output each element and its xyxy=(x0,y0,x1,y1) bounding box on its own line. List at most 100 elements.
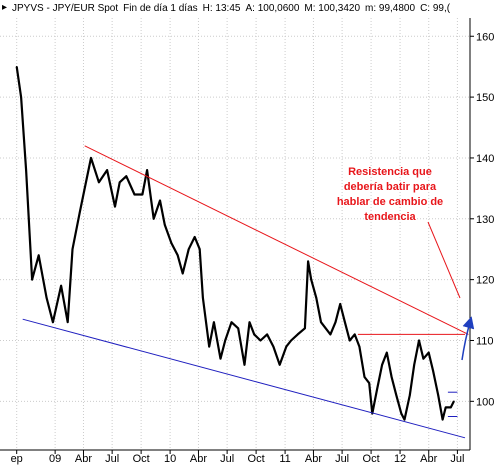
price-point xyxy=(237,327,239,330)
price-point xyxy=(213,321,215,324)
price-point xyxy=(453,400,455,403)
close-value: C: 99,( xyxy=(420,3,451,14)
price-point xyxy=(78,211,81,214)
price-point xyxy=(348,339,351,342)
chart-info-text: JPYVS - JPY/EUR Spot Fin de día 1 días H: … xyxy=(12,3,455,14)
price-point xyxy=(133,193,136,196)
price-point xyxy=(118,181,121,184)
chart-menu-icon[interactable]: ▸ xyxy=(2,2,8,13)
price-point xyxy=(208,345,210,348)
price-point xyxy=(219,357,222,360)
price-point xyxy=(106,169,108,171)
x-tick-label: Oct xyxy=(133,453,150,465)
price-point xyxy=(307,260,309,263)
annotation-line-3: hablar de cambio de xyxy=(337,196,443,208)
x-tick-label: Jul xyxy=(450,453,464,465)
price-point xyxy=(432,370,434,372)
price-point xyxy=(339,303,342,305)
period-label: Fin de día 1 días xyxy=(123,3,198,14)
time-label: H: 13:45 xyxy=(202,3,241,14)
price-point xyxy=(334,321,337,324)
price-point xyxy=(418,339,420,342)
price-point xyxy=(146,169,148,171)
y-tick-label: 120 xyxy=(476,275,494,287)
y-tick-label: 150 xyxy=(476,92,494,104)
price-point xyxy=(310,278,313,281)
price-point xyxy=(187,248,190,250)
price-point xyxy=(248,321,251,324)
price-point xyxy=(253,333,255,336)
projection-arrow xyxy=(461,316,475,361)
price-point xyxy=(324,327,327,330)
price-point xyxy=(413,364,416,366)
price-point xyxy=(71,248,74,250)
price-point xyxy=(83,187,86,190)
price-point xyxy=(409,394,411,397)
y-tick-label: 140 xyxy=(476,153,494,165)
chart-info-bar: ▸ JPYVS - JPY/EUR Spot Fin de día 1 días H… xyxy=(0,0,470,19)
price-point xyxy=(45,297,48,299)
plot-area xyxy=(0,18,470,450)
price-point xyxy=(66,321,69,324)
price-point xyxy=(198,248,201,250)
x-tick-label: Abr xyxy=(75,453,92,465)
price-point xyxy=(315,297,318,299)
y-tick-label: 110 xyxy=(476,335,494,347)
x-tick-label: Jul xyxy=(105,453,119,465)
price-point xyxy=(363,376,366,378)
price-point xyxy=(376,388,378,391)
price-point xyxy=(353,333,356,336)
price-point xyxy=(170,242,173,244)
x-tick-label: Abr xyxy=(190,453,207,465)
annotation-line-4: tendencia xyxy=(364,211,416,223)
price-point xyxy=(441,418,444,421)
x-tick-label: Abr xyxy=(305,453,322,465)
price-point xyxy=(444,406,447,409)
price-point xyxy=(176,254,179,257)
price-point xyxy=(259,339,262,342)
price-point xyxy=(31,278,33,281)
price-point xyxy=(403,418,406,421)
price-point xyxy=(400,412,403,415)
price-point xyxy=(358,345,361,348)
price-point xyxy=(90,157,92,159)
x-tick-label: Jul xyxy=(220,453,234,465)
x-tick-label: 10 xyxy=(164,453,176,465)
price-point xyxy=(125,175,128,177)
annotation-line-1: Resistencia que xyxy=(348,166,432,178)
price-point xyxy=(422,357,425,360)
open-value: A: 100,0600 xyxy=(245,3,300,14)
symbol-label: JPYVS - JPY/EUR Spot xyxy=(12,3,119,14)
price-point xyxy=(52,321,54,324)
price-point xyxy=(152,218,155,220)
price-point xyxy=(285,345,288,348)
price-point xyxy=(450,406,452,409)
y-tick-label: 100 xyxy=(476,396,494,408)
x-tick-label: 11 xyxy=(279,453,290,465)
price-point xyxy=(159,199,161,202)
price-point xyxy=(304,327,306,330)
price-point xyxy=(381,364,383,366)
price-point xyxy=(193,236,196,238)
x-tick-label: 09 xyxy=(49,453,61,465)
price-point xyxy=(427,351,430,354)
y-tick-label: 130 xyxy=(476,214,494,226)
annotation-pointer xyxy=(427,221,461,299)
support-trend-line xyxy=(22,318,466,439)
x-tick-label: Jul xyxy=(335,453,349,465)
price-point xyxy=(181,272,184,275)
price-point xyxy=(329,333,332,336)
max-value: M: 100,3420 xyxy=(304,3,361,14)
price-point xyxy=(37,254,40,257)
price-point xyxy=(368,382,371,384)
x-tick-label: ep xyxy=(11,453,23,465)
price-point xyxy=(114,205,116,208)
y-tick-label: 160 xyxy=(476,31,494,43)
price-point xyxy=(290,339,292,342)
x-tick-label: Oct xyxy=(363,453,380,465)
price-point xyxy=(230,321,233,324)
price-point xyxy=(390,376,393,378)
price-point xyxy=(344,321,346,324)
